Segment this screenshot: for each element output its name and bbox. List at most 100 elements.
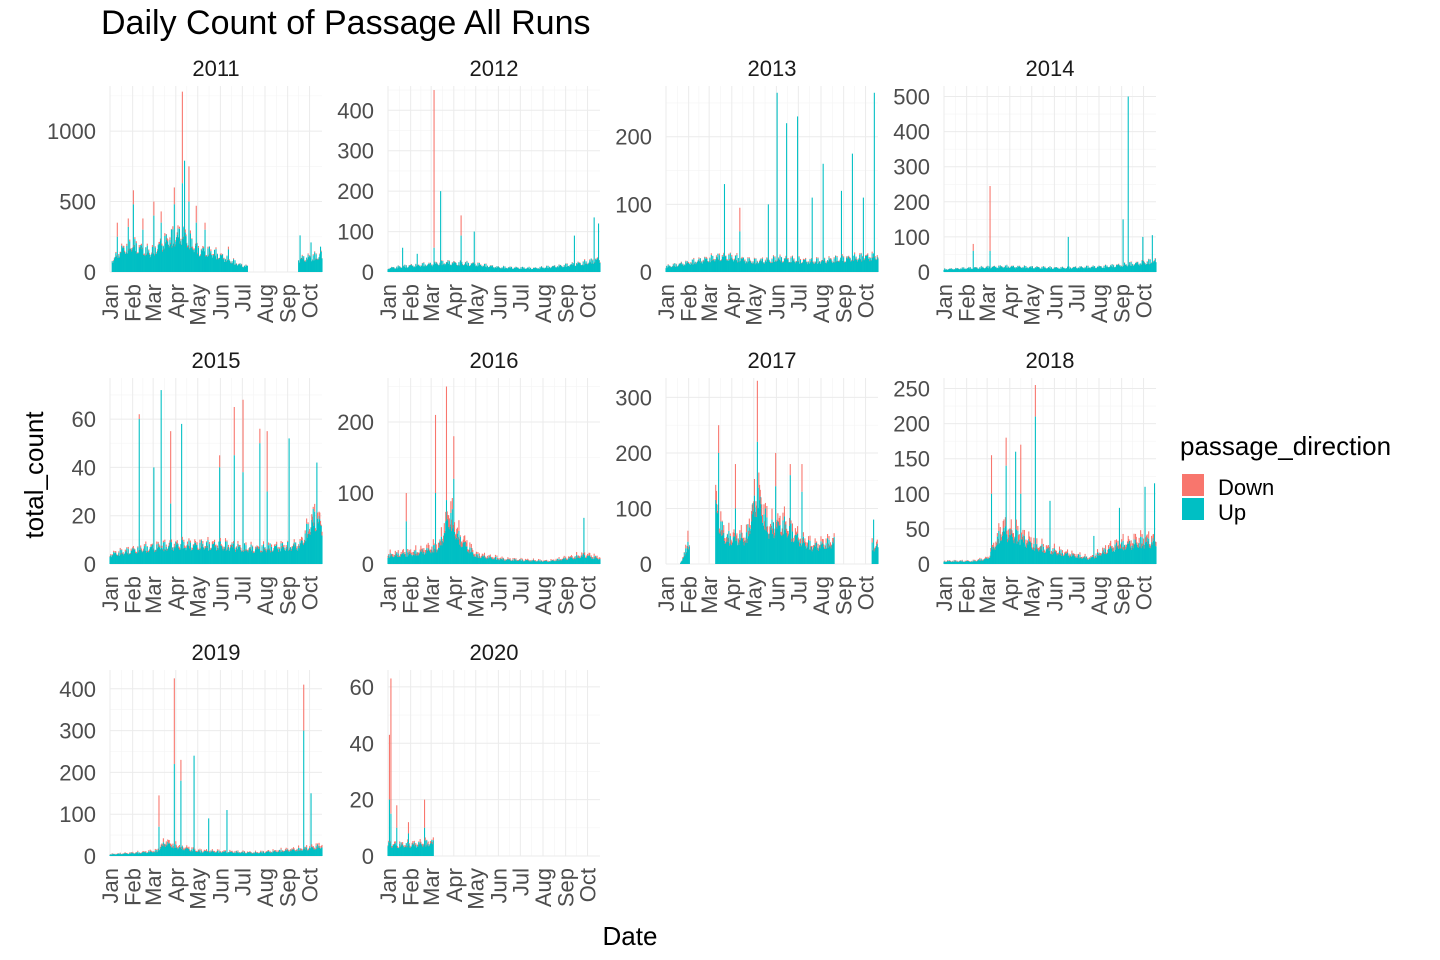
bar-down — [192, 544, 194, 545]
bar-up — [501, 558, 503, 564]
bar-up — [129, 553, 131, 564]
bar-up — [821, 544, 823, 564]
bar-up — [578, 557, 580, 564]
bar-down — [846, 257, 848, 259]
bar-down — [408, 549, 410, 552]
bar-down — [740, 258, 742, 259]
bar-up — [200, 255, 202, 272]
bar-down — [122, 245, 124, 247]
bar-up — [117, 555, 119, 564]
bar-up — [415, 264, 417, 272]
bar-up — [1076, 267, 1078, 272]
bar-up — [769, 261, 771, 272]
bar-up — [173, 243, 175, 272]
y-tick-label: 500 — [59, 190, 96, 215]
bar-up — [205, 851, 207, 856]
bar-up — [498, 267, 500, 272]
bar-up — [597, 258, 599, 272]
bar-up — [1007, 266, 1009, 272]
bar-up — [1071, 268, 1073, 272]
bar-up — [682, 263, 684, 272]
bar-up — [219, 257, 221, 272]
bar-up — [717, 513, 719, 564]
bar-up — [502, 268, 504, 272]
bar-up — [710, 254, 712, 272]
bar-up — [204, 229, 206, 272]
bar-up — [1091, 557, 1093, 564]
bar-up — [254, 552, 256, 564]
bar-up — [1126, 266, 1129, 272]
bar-up — [978, 560, 980, 564]
bar-up — [497, 266, 499, 272]
bar-down — [296, 546, 298, 549]
bar-up — [1154, 541, 1156, 564]
bar-up — [1140, 536, 1142, 564]
x-tick-label: Jun — [764, 284, 789, 319]
bar-down — [233, 541, 235, 544]
bar-up — [175, 544, 178, 564]
bar-down — [314, 528, 316, 532]
bar-up — [252, 546, 254, 564]
bar-down — [791, 538, 793, 542]
bar-up — [294, 546, 296, 564]
facet-strip-label: 2011 — [192, 56, 239, 81]
bar-down — [162, 250, 164, 252]
bar-up — [410, 553, 412, 564]
bar-down — [141, 247, 143, 250]
bar-up — [265, 552, 267, 564]
bar-down — [203, 548, 205, 550]
x-tick-label: Jan — [376, 576, 401, 611]
bar-up — [1095, 554, 1097, 564]
bar-down — [123, 245, 125, 248]
bar-down — [592, 259, 594, 261]
bar-down — [1061, 553, 1063, 556]
bar-up — [224, 259, 227, 272]
bar-up — [303, 545, 305, 564]
bar-up — [810, 262, 812, 272]
bar-down — [319, 253, 321, 255]
bar-up — [1047, 548, 1049, 564]
bar-up — [212, 851, 214, 856]
bar-up — [768, 538, 770, 564]
bar-down — [113, 550, 115, 553]
bar-up — [163, 846, 165, 856]
bar-down — [1136, 262, 1138, 264]
bar-down — [517, 559, 519, 561]
bar-up — [298, 262, 300, 272]
bar-up — [1081, 558, 1083, 564]
y-tick-label: 100 — [337, 481, 374, 506]
bar-up — [432, 266, 434, 272]
bar-down — [1109, 543, 1111, 547]
bar-up — [1147, 264, 1149, 272]
bar-up — [301, 255, 303, 272]
bar-down — [241, 263, 243, 265]
bar-down — [719, 531, 721, 534]
bar-down — [1040, 545, 1042, 550]
bar-up — [685, 261, 687, 272]
bar-up — [1119, 548, 1121, 564]
bar-down — [1006, 264, 1008, 266]
bar-down — [132, 545, 134, 549]
bar-up — [1153, 540, 1155, 564]
bar-down — [425, 549, 427, 554]
bar-up — [480, 558, 482, 564]
bar-down — [176, 232, 178, 235]
bar-up — [228, 259, 230, 272]
bar-up — [1083, 557, 1085, 564]
bar-up — [1039, 268, 1042, 272]
bar-up — [465, 264, 467, 272]
bar-up — [193, 545, 195, 564]
bar-down — [512, 558, 514, 560]
bar-up — [424, 264, 426, 272]
bar-up — [813, 547, 815, 564]
bar-up — [304, 260, 306, 272]
bar-up — [547, 561, 549, 564]
bar-up — [161, 844, 163, 856]
bar-down — [180, 238, 182, 241]
bar-up — [267, 549, 269, 564]
bar-up — [1086, 556, 1088, 564]
bar-up — [1061, 553, 1063, 564]
bar-down — [1037, 548, 1039, 551]
bar-up — [793, 542, 795, 564]
bar-up — [777, 521, 779, 564]
